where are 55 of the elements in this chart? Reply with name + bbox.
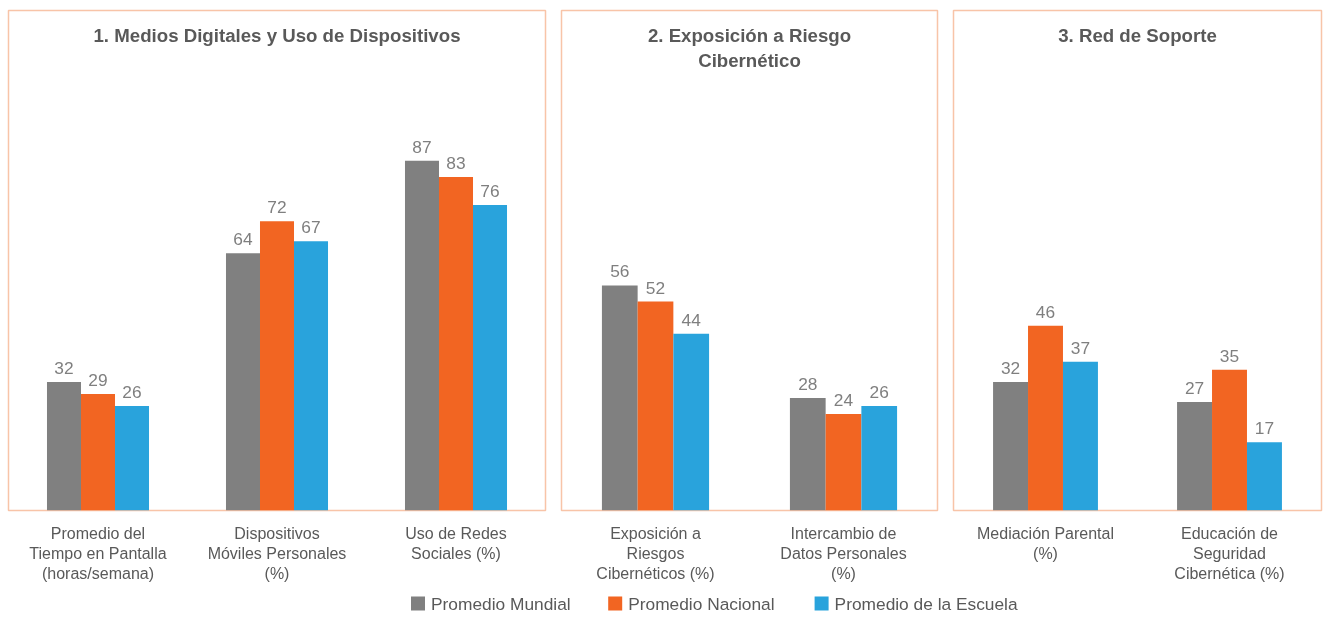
data-label: 35 xyxy=(1219,345,1240,366)
data-label: 72 xyxy=(267,197,287,218)
data-label: 26 xyxy=(122,382,142,403)
bar xyxy=(225,253,260,511)
x-tick-label: Dispositivos Móviles Personales (%) xyxy=(207,524,347,583)
bar xyxy=(1177,401,1213,511)
bar xyxy=(789,397,826,511)
bar xyxy=(1062,361,1098,511)
bar xyxy=(473,205,508,511)
bar xyxy=(1212,369,1247,511)
data-label: 29 xyxy=(88,369,108,390)
bar xyxy=(1246,442,1282,511)
data-label: 52 xyxy=(645,277,666,298)
chart-title: 2. Exposición a Riesgo Cibernético xyxy=(647,24,852,71)
bar xyxy=(637,301,674,511)
bar xyxy=(115,406,150,511)
data-label: 83 xyxy=(446,152,466,173)
legend-label: Promedio de la Escuela xyxy=(834,593,1018,614)
data-label: 87 xyxy=(412,136,432,157)
bar xyxy=(673,333,710,511)
chart-title: 3. Red de Soporte xyxy=(1058,24,1217,46)
legend-label: Promedio Nacional xyxy=(628,593,775,614)
data-label: 26 xyxy=(869,382,889,403)
x-tick-label: Mediación Parental (%) xyxy=(977,524,1114,562)
data-label: 27 xyxy=(1184,377,1205,398)
x-tick-label: Intercambio de Datos Personales (%) xyxy=(780,524,907,583)
bar xyxy=(438,176,474,511)
data-label: 56 xyxy=(610,261,630,282)
legend-label: Promedio Mundial xyxy=(431,593,571,614)
bar xyxy=(601,285,638,511)
bar xyxy=(404,160,439,511)
bar xyxy=(825,414,862,511)
data-label: 17 xyxy=(1254,418,1275,439)
data-label: 28 xyxy=(798,373,818,394)
data-label: 67 xyxy=(301,217,321,238)
bar xyxy=(861,406,898,511)
x-tick-label: Educación de Seguridad Cibernética (%) xyxy=(1174,524,1285,583)
data-label: 44 xyxy=(681,309,702,330)
bar xyxy=(81,393,115,511)
bar xyxy=(259,221,295,511)
data-label: 24 xyxy=(833,390,854,411)
data-label: 32 xyxy=(1000,357,1021,378)
x-tick-label: Promedio del Tiempo en Pantalla (horas/semana) xyxy=(29,524,167,583)
data-label: 32 xyxy=(54,357,74,378)
data-label: 37 xyxy=(1070,337,1091,358)
x-tick-label: Uso de Redes Sociales (%) xyxy=(405,524,507,562)
bar xyxy=(1028,325,1063,511)
bar xyxy=(993,381,1029,511)
data-label: 76 xyxy=(480,181,500,202)
bar xyxy=(294,241,329,511)
chart-title: 1. Medios Digitales y Uso de Dispositivos xyxy=(93,24,461,46)
x-tick-label: Exposición a Riesgos Cibernéticos (%) xyxy=(596,524,715,583)
data-label: 64 xyxy=(233,229,253,250)
data-label: 46 xyxy=(1035,301,1056,322)
bar xyxy=(46,381,81,511)
